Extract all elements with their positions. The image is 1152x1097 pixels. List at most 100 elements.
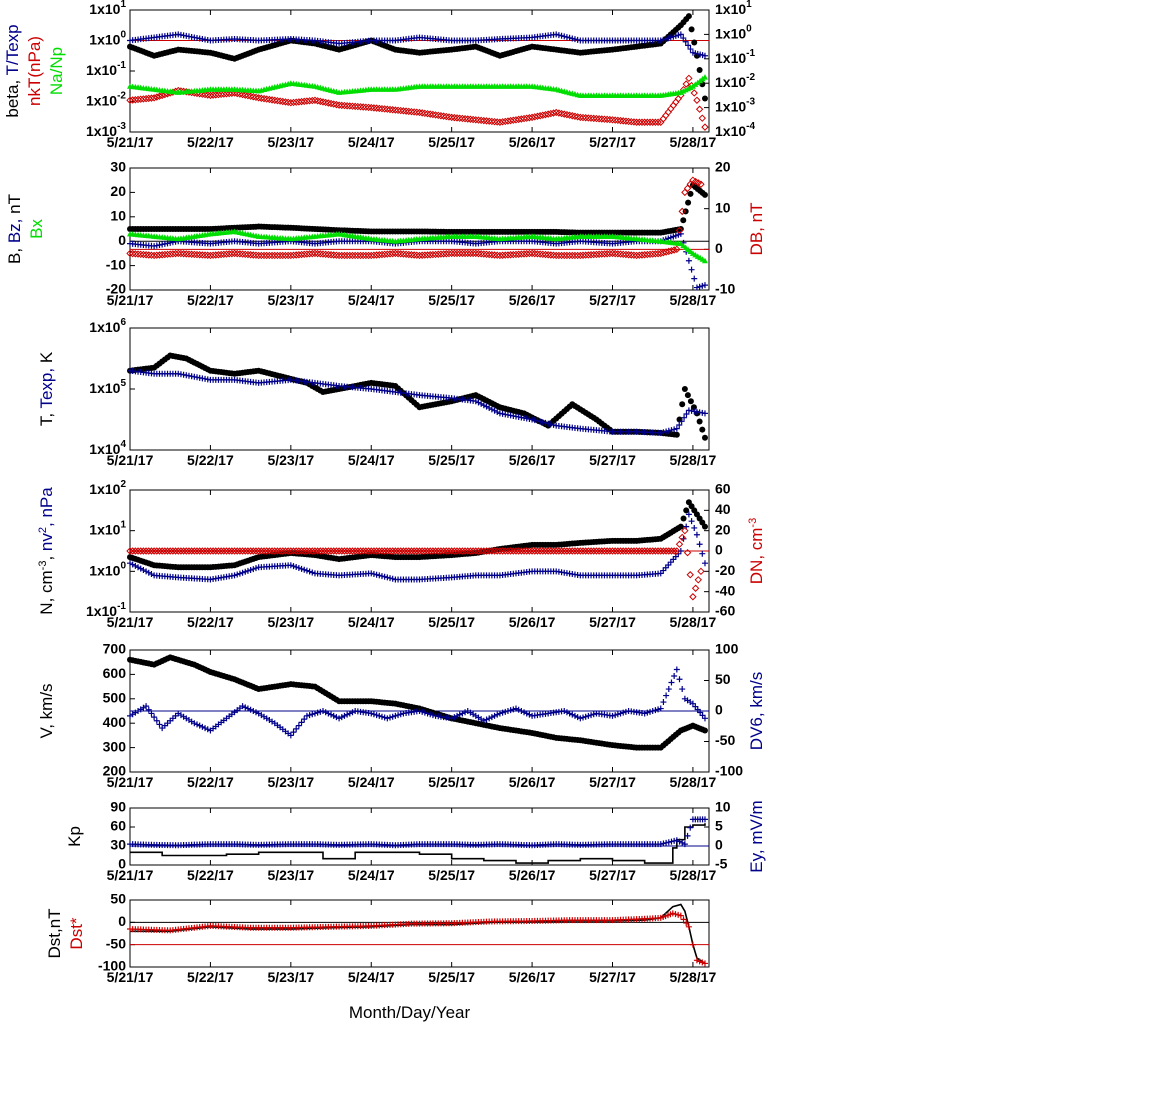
dst_star-point: [693, 957, 700, 964]
nkt-point: [204, 91, 212, 99]
dn-point: [552, 547, 560, 555]
db-point: [632, 251, 641, 260]
db-point: [158, 251, 166, 259]
dn-point: [501, 547, 509, 555]
nv2-point: [378, 573, 385, 580]
nv2-point: [247, 566, 254, 573]
texp-point: [550, 421, 557, 428]
series-t_texp: [127, 31, 708, 59]
nkt-point: [450, 113, 459, 122]
dn-point: [316, 547, 325, 555]
dn-point: [265, 547, 274, 555]
dn-point: [131, 547, 140, 555]
nkt-point: [305, 97, 314, 105]
dn-point: [480, 547, 488, 555]
dn-point: [150, 547, 158, 555]
db-point: [464, 249, 472, 258]
n-point: [680, 515, 687, 522]
t_texp-point: [566, 34, 573, 41]
dn-point: [185, 547, 193, 555]
nkt-point: [649, 118, 657, 126]
dv6-point: [641, 710, 648, 717]
db-point: [624, 251, 633, 259]
x-tick-label: 5/28/17: [670, 614, 717, 630]
texp-point: [665, 427, 672, 434]
db-point: [568, 251, 576, 260]
nkt-point: [614, 116, 622, 125]
nkt-point: [399, 107, 408, 115]
db-point: [295, 251, 303, 259]
nv2-point: [376, 572, 383, 579]
nkt-point: [380, 105, 389, 113]
dn-point: [228, 547, 236, 555]
nkt-point: [646, 118, 654, 126]
dn-point: [292, 547, 300, 555]
dv6-point: [571, 712, 578, 719]
nkt-point: [300, 97, 308, 106]
nkt-point: [295, 98, 303, 106]
nkt-point: [252, 93, 260, 102]
dn-point: [678, 533, 686, 542]
nkt-point: [257, 94, 266, 102]
dn-point: [689, 593, 697, 601]
ey-point: [663, 839, 670, 846]
dn-point: [343, 547, 351, 555]
dv6-point: [395, 712, 402, 719]
dn-point: [126, 547, 134, 555]
db-point: [590, 250, 598, 259]
y-left-tick-label: 1x101: [89, 0, 126, 17]
dv6-point: [480, 717, 487, 724]
dv6-point: [341, 712, 348, 719]
nkt-point: [672, 98, 680, 106]
y-right-tick-label: 0: [715, 240, 723, 256]
y-right-tick-label: 1x101: [715, 0, 752, 17]
nkt-point: [319, 98, 327, 106]
b-point: [680, 217, 687, 224]
y-left-tick-label: 30: [110, 837, 126, 853]
na_np-point: [701, 74, 708, 80]
nkt-point: [198, 90, 207, 98]
dn-point: [635, 547, 644, 555]
db-point: [367, 251, 375, 260]
y-left-tick-label: 400: [103, 714, 127, 730]
nkt-point: [273, 96, 282, 105]
nkt-point: [563, 110, 571, 119]
db-point: [284, 251, 292, 260]
db-point: [598, 250, 606, 258]
nkt-point: [233, 89, 241, 98]
x-tick-label: 5/27/17: [589, 969, 636, 985]
dv6-point: [199, 723, 206, 730]
dv6-point: [301, 716, 308, 723]
t_texp-point: [687, 46, 694, 53]
dv6-point: [491, 712, 498, 719]
db-point: [614, 250, 622, 258]
dv6-point: [504, 708, 511, 714]
db-point: [185, 250, 193, 258]
y-left-tick-label: 1x100: [89, 29, 126, 47]
texp-point: [678, 418, 685, 425]
dst_star-point: [683, 920, 690, 927]
nkt-point: [587, 114, 595, 122]
nkt-point: [431, 111, 440, 119]
nv2-point: [688, 518, 695, 525]
beta-point: [691, 39, 698, 46]
dn-point: [399, 547, 408, 555]
y-left-tick-label: 600: [103, 665, 127, 681]
dn-point: [640, 547, 649, 555]
db-point: [201, 251, 209, 259]
db-point: [249, 251, 258, 259]
nv2-point: [691, 524, 698, 531]
dv6-point: [244, 705, 251, 712]
db-point: [458, 249, 467, 258]
dv6-point: [424, 710, 431, 717]
dn-point: [461, 547, 469, 555]
dv6-point: [309, 711, 316, 718]
y-left-label: T, Texp, K: [37, 351, 56, 426]
texp-point: [491, 407, 498, 414]
texp-point: [673, 425, 680, 432]
db-point: [338, 251, 346, 260]
dn-point: [523, 547, 531, 555]
dv6-point: [303, 712, 310, 719]
nv2-point: [231, 572, 238, 579]
dn-point: [496, 547, 504, 555]
